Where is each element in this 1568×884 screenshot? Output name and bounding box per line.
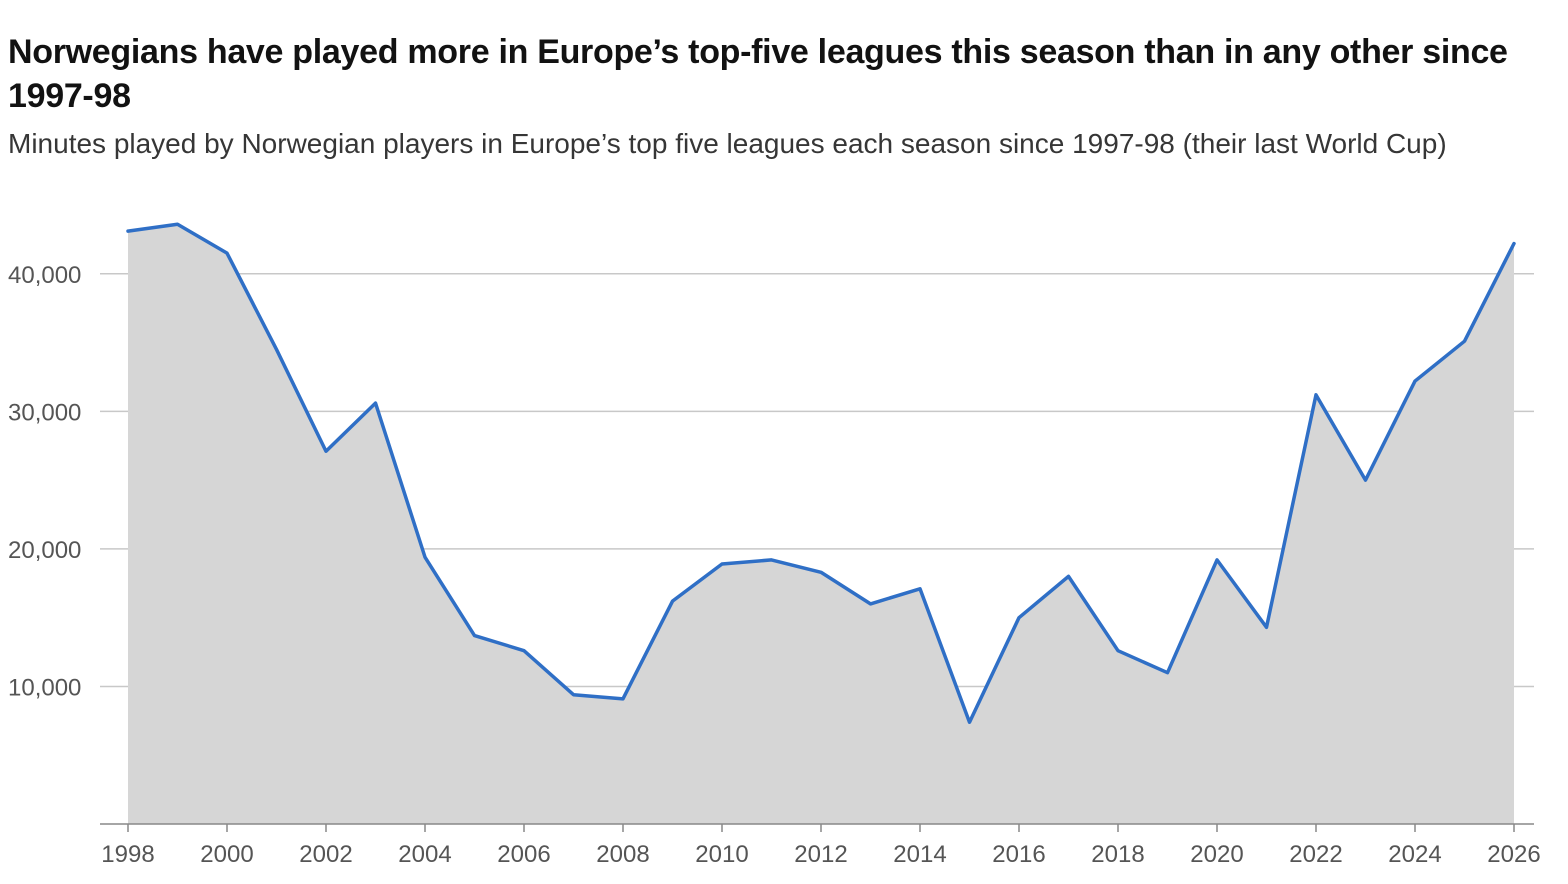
x-tick-label: 2004 — [398, 841, 451, 868]
x-tick-label: 2016 — [992, 841, 1045, 868]
x-tick-label: 2010 — [695, 841, 748, 868]
data-point — [918, 587, 922, 591]
data-point — [1067, 574, 1071, 578]
axes — [100, 823, 1534, 832]
data-point — [770, 558, 774, 562]
y-tick-labels: 10,000 20,000 30,000 40,000 — [8, 262, 81, 702]
data-point — [1463, 339, 1467, 343]
data-point — [1116, 649, 1120, 653]
data-point — [968, 720, 972, 724]
x-tick-label: 2012 — [794, 841, 847, 868]
x-tick-label: 2014 — [893, 841, 946, 868]
data-point — [1215, 558, 1219, 562]
series-line-layer — [126, 222, 1516, 724]
data-point — [126, 229, 130, 233]
x-tick-label: 2002 — [299, 841, 352, 868]
data-point — [671, 599, 675, 603]
data-point — [1512, 242, 1516, 246]
chart-subtitle: Minutes played by Norwegian players in E… — [8, 128, 1447, 159]
data-point — [1017, 616, 1021, 620]
data-point — [720, 562, 724, 566]
data-point — [621, 697, 625, 701]
x-tick-label: 2006 — [497, 841, 550, 868]
y-tick-label: 20,000 — [8, 537, 81, 564]
x-tick-label: 2026 — [1487, 841, 1540, 868]
x-tick-label: 2022 — [1289, 841, 1342, 868]
chart-title: Norwegians have played more in Europe’s … — [8, 33, 1508, 115]
x-tick-label: 2024 — [1388, 841, 1441, 868]
x-tick-label: 1998 — [101, 841, 154, 868]
x-tick-labels: 1998 2000 2002 2004 2006 2008 2010 2012 2014 2016… — [101, 841, 1540, 868]
data-point — [1166, 671, 1170, 675]
y-tick-label: 40,000 — [8, 262, 81, 289]
data-point — [473, 634, 477, 638]
data-point — [1364, 478, 1368, 482]
data-point — [1265, 625, 1269, 629]
x-tick-label: 2008 — [596, 841, 649, 868]
series-line — [126, 222, 1516, 724]
data-point — [522, 649, 526, 653]
x-tick-label: 2020 — [1190, 841, 1243, 868]
data-point — [374, 401, 378, 405]
area-fill — [128, 224, 1514, 824]
data-point — [1413, 379, 1417, 383]
data-point — [176, 222, 180, 226]
data-point — [324, 449, 328, 453]
y-tick-label: 10,000 — [8, 674, 81, 701]
data-point — [423, 555, 427, 559]
y-tick-label: 30,000 — [8, 399, 81, 426]
data-point — [1314, 393, 1318, 397]
data-point — [869, 602, 873, 606]
data-point — [819, 570, 823, 574]
data-point — [275, 347, 279, 351]
data-point — [572, 693, 576, 697]
x-tick-label: 2000 — [200, 841, 253, 868]
data-point — [225, 251, 229, 255]
area-fill-layer — [128, 224, 1514, 824]
x-tick-label: 2018 — [1091, 841, 1144, 868]
